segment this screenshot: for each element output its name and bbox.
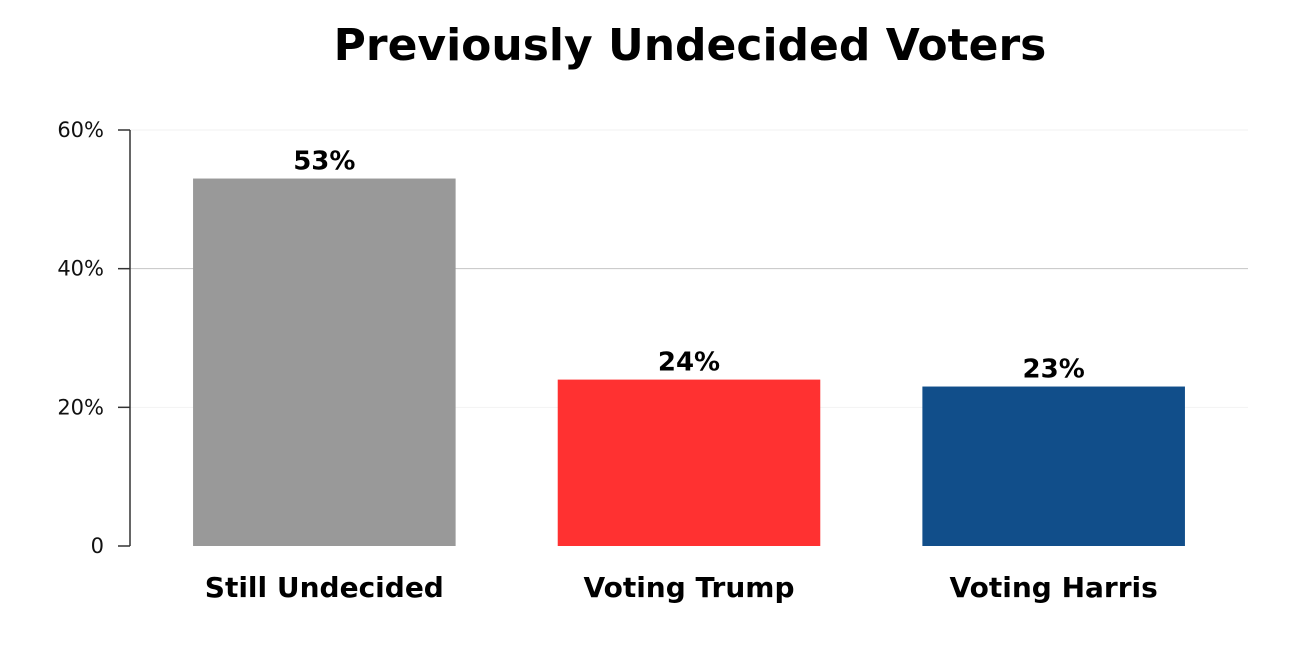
- category-label: Voting Trump: [583, 571, 794, 604]
- y-tick-label: 0: [91, 534, 104, 558]
- value-labels: 53% 24% 23%: [293, 147, 1085, 385]
- value-label: 24%: [658, 348, 720, 378]
- y-axis-ticks: 0 20% 40% 60%: [57, 118, 130, 558]
- value-label: 53%: [293, 147, 355, 177]
- y-tick-label: 40%: [57, 257, 104, 281]
- bar-voting-trump: [557, 379, 821, 546]
- bar-voting-harris: [922, 386, 1185, 546]
- category-label: Still Undecided: [205, 571, 444, 604]
- bars: [193, 178, 1185, 547]
- y-tick-label: 20%: [57, 395, 104, 419]
- y-tick-label: 60%: [57, 118, 104, 142]
- category-label: Voting Harris: [950, 571, 1158, 604]
- bar-still-undecided: [193, 178, 456, 547]
- chart-title: Previously Undecided Voters: [334, 20, 1047, 71]
- category-labels: Still Undecided Voting Trump Voting Harris: [205, 571, 1158, 604]
- value-label: 23%: [1023, 355, 1085, 385]
